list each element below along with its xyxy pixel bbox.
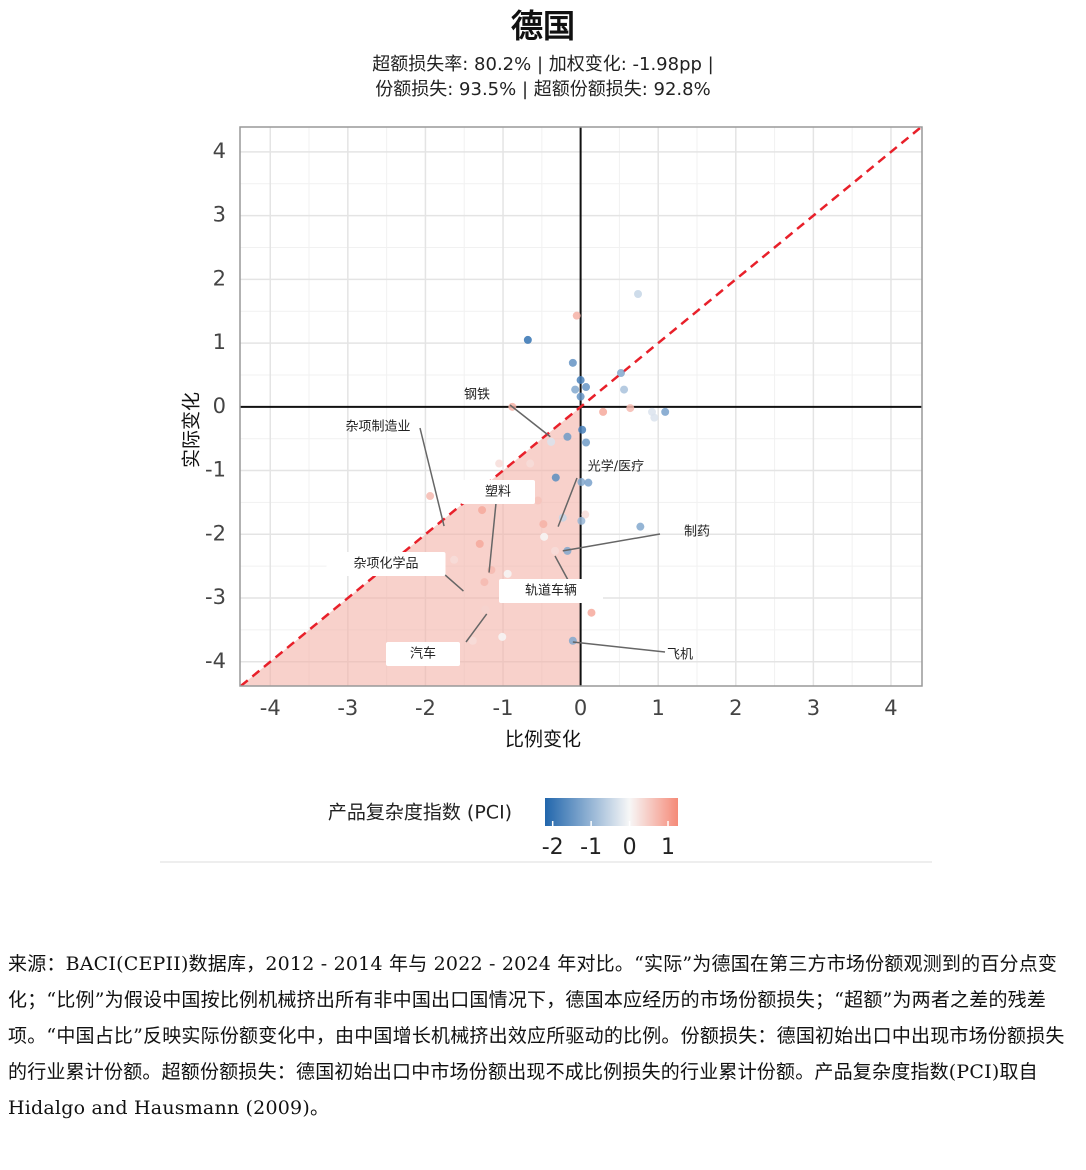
- subtitle: 份额损失: 93.5% | 超额份额损失: 92.8%: [375, 79, 710, 100]
- point: [571, 385, 580, 394]
- diagonal: [240, 127, 922, 686]
- point: [581, 510, 590, 519]
- annotation-label: 钢铁: [464, 388, 490, 403]
- point: [475, 539, 484, 548]
- point: [661, 407, 670, 416]
- annotation-label: 飞机: [667, 648, 693, 663]
- point: [533, 496, 542, 505]
- y-tick-label: 4: [213, 139, 226, 163]
- annotation-label: 光学/医疗: [588, 459, 644, 475]
- point: [450, 555, 459, 564]
- point: [582, 383, 591, 392]
- y-tick-label: -1: [205, 458, 226, 482]
- plot-border: [239, 126, 923, 687]
- y-tick-label: -2: [205, 521, 226, 545]
- annotation-line: [419, 427, 445, 527]
- point: [478, 506, 487, 515]
- annotation-label: 杂项制造业: [345, 420, 410, 435]
- annotation-box: [386, 642, 460, 666]
- point: [584, 478, 593, 487]
- colorbar: [545, 798, 678, 826]
- colorbar-tick-label: -2: [542, 835, 564, 860]
- point: [620, 385, 629, 394]
- point: [547, 437, 556, 446]
- annotation-box: [326, 552, 446, 576]
- y-tick-label: -4: [205, 649, 226, 673]
- point: [539, 520, 548, 529]
- colorbar-tick-label: -1: [580, 835, 602, 860]
- annotation-line: [572, 641, 666, 653]
- colorbar-title: 产品复杂度指数 (PCI): [328, 802, 512, 824]
- annotation-line: [509, 404, 551, 438]
- annotation-line: [465, 613, 488, 643]
- y-axis-label: 实际变化: [181, 392, 203, 468]
- point: [540, 532, 549, 541]
- point: [578, 425, 587, 434]
- point: [468, 636, 477, 645]
- annotation-line: [557, 477, 578, 527]
- point: [503, 569, 512, 578]
- point: [577, 516, 586, 525]
- point: [498, 632, 507, 641]
- point: [599, 407, 608, 416]
- x-tick-label: -1: [493, 696, 514, 720]
- x-axis-label: 比例变化: [505, 729, 581, 751]
- point: [526, 459, 535, 468]
- colorbar-tick-label: 0: [623, 835, 637, 860]
- y-tick-label: 3: [213, 203, 226, 227]
- x-tick-label: -3: [337, 696, 358, 720]
- point: [551, 473, 560, 482]
- annotation-label: 汽车: [410, 646, 436, 662]
- annotation-line: [554, 555, 569, 581]
- point: [576, 392, 585, 401]
- subtitle: 超额损失率: 80.2% | 加权变化: -1.98pp |: [372, 54, 713, 75]
- chart: 德国 超额损失率: 80.2% | 加权变化: -1.98pp | 份额损失: …: [160, 7, 932, 863]
- point: [587, 608, 596, 617]
- point: [568, 358, 577, 367]
- x-tick-label: 4: [884, 696, 897, 720]
- point: [626, 404, 635, 413]
- point: [582, 438, 591, 447]
- annotation-label: 塑料: [485, 485, 511, 500]
- annotation-label: 制药: [684, 525, 710, 540]
- point: [616, 369, 625, 378]
- point: [563, 432, 572, 441]
- point: [634, 289, 643, 298]
- annotation-box: [499, 579, 603, 603]
- point: [650, 413, 659, 422]
- excess-region: [240, 406, 581, 686]
- point: [572, 311, 581, 320]
- annotation-line: [562, 533, 661, 552]
- x-tick-label: 2: [729, 696, 742, 720]
- point: [481, 605, 490, 614]
- chart-title: 德国: [511, 7, 575, 45]
- y-tick-label: 0: [213, 394, 226, 418]
- point: [568, 636, 577, 645]
- point: [426, 492, 435, 501]
- point: [636, 522, 645, 531]
- point: [551, 546, 560, 555]
- x-tick-label: -2: [415, 696, 436, 720]
- x-tick-label: 3: [807, 696, 820, 720]
- point: [576, 376, 585, 385]
- point: [577, 478, 586, 487]
- point: [563, 546, 572, 555]
- point: [495, 459, 504, 468]
- annotation-label: 轨道车辆: [525, 583, 577, 599]
- annotation-label: 杂项化学品: [353, 556, 418, 572]
- colorbar-tick-label: 1: [661, 835, 675, 860]
- point: [523, 335, 532, 344]
- source-note: 来源：BACI(CEPII)数据库，2012 - 2014 年与 2022 - …: [8, 953, 1065, 1119]
- annotation-line: [488, 502, 497, 573]
- y-tick-label: 2: [213, 266, 226, 290]
- y-tick-label: 1: [213, 330, 226, 354]
- x-tick-label: -4: [260, 696, 281, 720]
- annotation-box: [461, 480, 535, 504]
- x-tick-label: 1: [652, 696, 665, 720]
- x-tick-label: 0: [574, 696, 587, 720]
- y-tick-label: -3: [205, 585, 226, 609]
- point: [480, 578, 489, 587]
